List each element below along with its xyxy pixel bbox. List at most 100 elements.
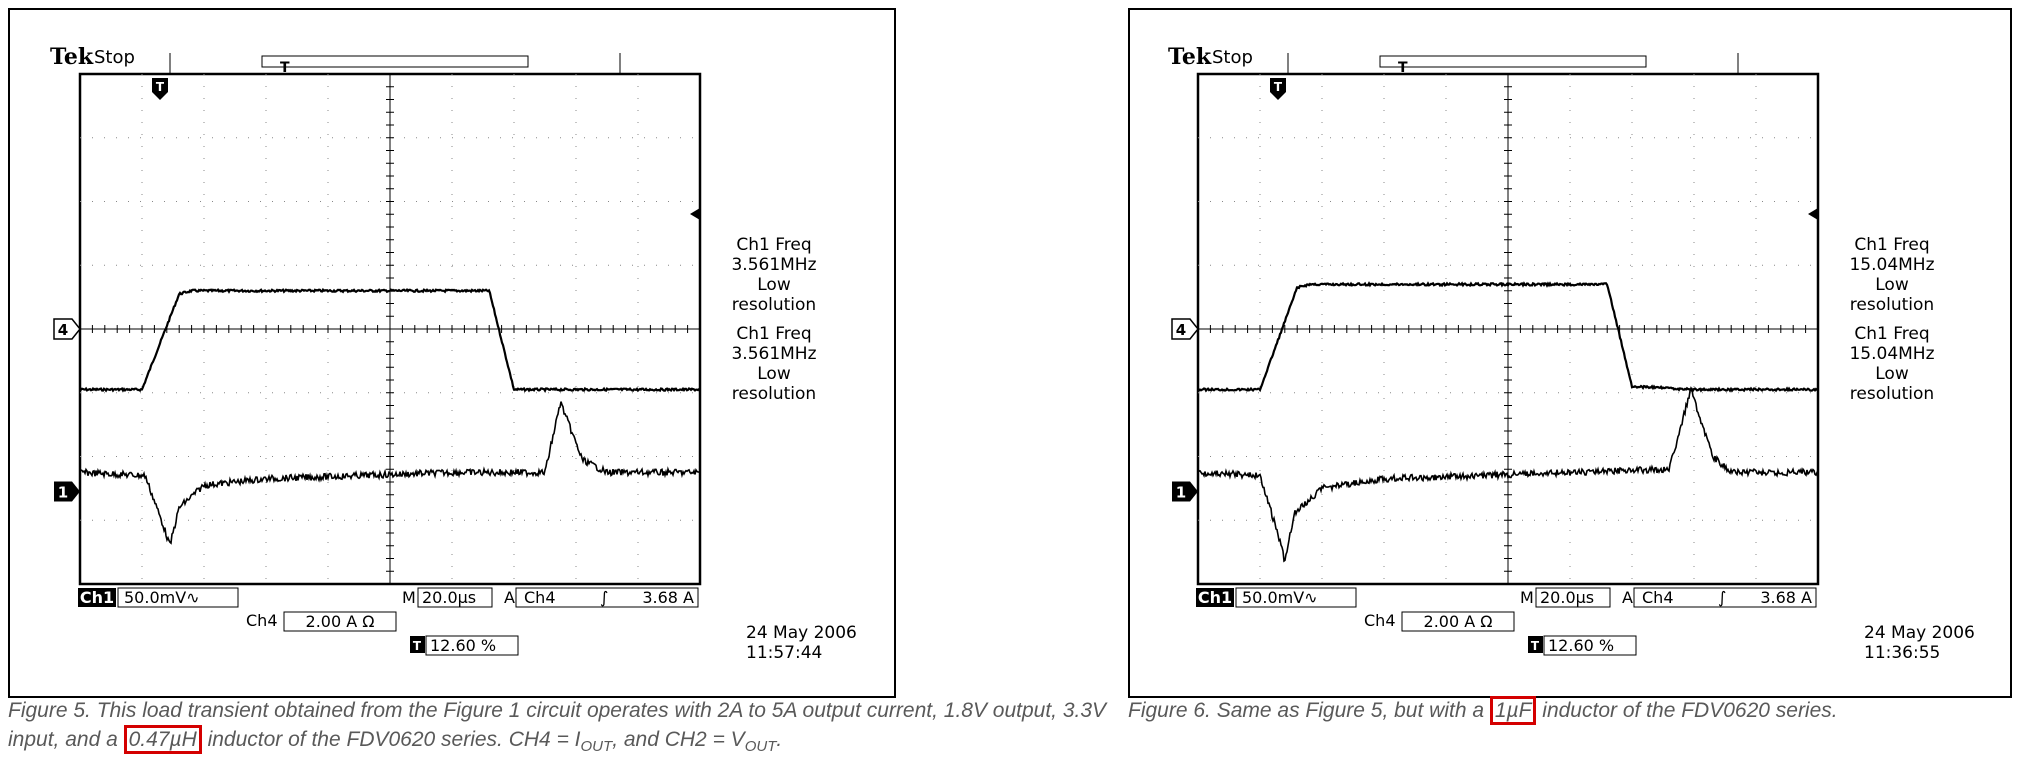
status-label: Stop (1212, 47, 1253, 68)
channel-1-marker-label: 1 (1176, 483, 1186, 501)
ch4-current-trace (1197, 281, 1819, 393)
caption-text: inductor of the FDV0620 series. CH4 = I (201, 728, 581, 751)
timebase-prefix: M (1520, 588, 1534, 607)
oscilloscope-figure-6: Tek Stop T T 4 1 Ch1 Freq 15.04MHz Low resolution… (1128, 8, 2012, 698)
ch1-voltage-trace (1197, 386, 1819, 563)
ch1-scale: 50.0mV∿ (1242, 588, 1318, 607)
trigger-position-icon: T (1531, 639, 1540, 653)
record-trigger-marker: T (1398, 60, 1408, 76)
measurement-readout: 3.561MHz (731, 255, 816, 275)
capture-time: 11:36:55 (1864, 643, 1940, 663)
ch1-scale-box (117, 587, 239, 608)
ch4-current-trace (79, 287, 701, 394)
ch1-tag: Ch1 (1198, 588, 1232, 607)
timebase: 20.0µs (1540, 588, 1594, 607)
measurement-readout: 15.04MHz (1849, 255, 1934, 275)
channel-1-marker-label: 1 (58, 483, 68, 501)
figure-5-caption: Figure 5. This load transient obtained f… (8, 696, 1118, 761)
measurement-readout: resolution (1850, 384, 1934, 404)
ch4-scale-box (283, 611, 397, 632)
trigger-marker-label: T (1274, 80, 1283, 94)
measurement-readout: Low (1875, 364, 1909, 384)
measurement-readout: Ch1 Freq (1854, 324, 1929, 344)
measurement-readout: Ch1 Freq (736, 235, 811, 255)
measurement-readout: Ch1 Freq (1854, 235, 1929, 255)
ch4-tag: Ch4 (1364, 611, 1396, 630)
trigger-slope-icon: ∫ (1718, 588, 1726, 607)
brand-label: Tek (1168, 44, 1212, 70)
ch1-tag-box (78, 588, 116, 607)
ch1-tag-box (1196, 588, 1234, 607)
timebase-box (1535, 587, 1611, 608)
timebase-prefix: M (402, 588, 416, 607)
trigger-box (515, 587, 699, 608)
channel-4-marker (53, 318, 81, 340)
caption-text: Figure 6. Same as Figure 5, but with a (1128, 699, 1490, 722)
trigger-position-icon-box (1528, 636, 1543, 653)
trigger-position-marker (1270, 78, 1286, 100)
ch1-voltage-trace (80, 401, 701, 545)
trigger-marker-label: T (156, 80, 165, 94)
ch4-scale: 2.00 A Ω (1424, 612, 1493, 631)
caption-text: Figure 5. This load transient obtained f… (8, 699, 1107, 751)
trigger-position-box (1543, 635, 1637, 656)
channel-1-marker (54, 481, 80, 502)
caption-text: . (776, 728, 783, 751)
trigger-mode: A (504, 588, 515, 607)
ch1-scale: 50.0mV∿ (124, 588, 200, 607)
trigger-position-icon: T (413, 639, 422, 653)
inductor-highlight: 0.47µH (123, 725, 202, 754)
status-label: Stop (94, 47, 135, 68)
measurement-readout: resolution (732, 295, 816, 315)
trigger-position: 12.60 % (430, 636, 496, 655)
channel-4-marker-label: 4 (58, 321, 68, 339)
caption-text: , and CH2 = V (612, 728, 745, 751)
channel-1-marker (1172, 481, 1198, 502)
trigger-position: 12.60 % (1548, 636, 1614, 655)
capture-date: 24 May 2006 (1864, 623, 1975, 643)
capture-date: 24 May 2006 (746, 623, 857, 643)
trigger-source: Ch4 (1642, 588, 1674, 607)
ch4-scale: 2.00 A Ω (306, 612, 375, 631)
brand-label: Tek (50, 44, 94, 70)
trigger-level: 3.68 A (642, 588, 694, 607)
trigger-level: 3.68 A (1760, 588, 1812, 607)
measurement-readout: Low (1875, 275, 1909, 295)
record-trigger-marker: T (280, 60, 290, 76)
trigger-position-icon-box (410, 636, 425, 653)
trigger-box (1633, 587, 1817, 608)
timebase: 20.0µs (422, 588, 476, 607)
oscilloscope-figure-5: Tek Stop T T 4 1 Ch1 Freq 3.561MHz Low resolution… (8, 8, 896, 698)
trigger-level-marker (1808, 208, 1818, 220)
measurement-readout: 15.04MHz (1849, 344, 1934, 364)
subscript: OUT (744, 738, 777, 755)
ch4-scale-box (1401, 611, 1515, 632)
measurement-readout: 3.561MHz (731, 344, 816, 364)
channel-4-marker-label: 4 (1176, 321, 1186, 339)
measurement-readout: Low (757, 364, 791, 384)
ch1-scale-box (1235, 587, 1357, 608)
measurement-readout: resolution (1850, 295, 1934, 315)
subscript: OUT (580, 738, 613, 755)
trigger-slope-icon: ∫ (600, 588, 608, 607)
caption-text: inductor of the FDV0620 series. (1536, 699, 1838, 722)
trigger-position-marker (152, 78, 168, 100)
record-window-bar (261, 55, 529, 68)
inductor-highlight: 1µF (1489, 696, 1537, 725)
measurement-readout: Ch1 Freq (736, 324, 811, 344)
record-window-bar (1379, 55, 1647, 68)
trigger-mode: A (1622, 588, 1633, 607)
channel-4-marker (1171, 318, 1199, 340)
trigger-position-box (425, 635, 519, 656)
trigger-level-marker (690, 208, 700, 220)
trigger-source: Ch4 (524, 588, 556, 607)
ch4-tag: Ch4 (246, 611, 278, 630)
measurement-readout: Low (757, 275, 791, 295)
figure-6-caption: Figure 6. Same as Figure 5, but with a 1… (1128, 696, 2008, 725)
measurement-readout: resolution (732, 384, 816, 404)
capture-time: 11:57:44 (746, 643, 822, 663)
ch1-tag: Ch1 (80, 588, 114, 607)
timebase-box (417, 587, 493, 608)
